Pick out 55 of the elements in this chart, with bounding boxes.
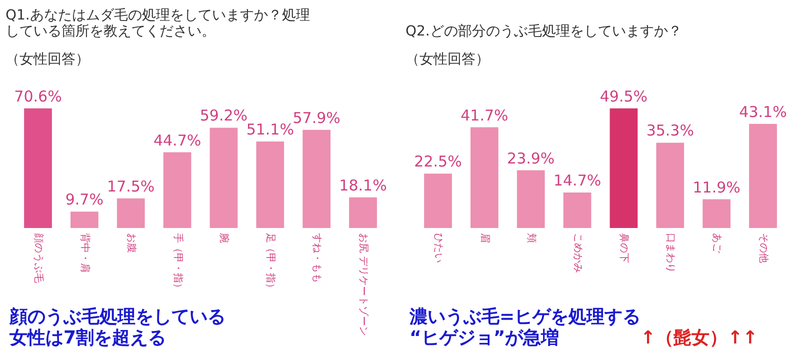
data-label: 59.2%	[200, 106, 248, 125]
bar	[24, 108, 52, 228]
x-tick-label: 口まわり	[664, 233, 676, 274]
text: 濃いうぶ毛=ヒゲを処理する“ヒゲジョ”が急増	[408, 306, 641, 348]
x-tick-label: 背中・肩	[78, 233, 91, 274]
data-label: 18.1%	[339, 176, 387, 194]
bar	[302, 130, 330, 228]
x-tick-label: こめかみ	[572, 233, 583, 274]
data-label: 35.3%	[646, 122, 694, 140]
bar	[610, 108, 638, 228]
data-label: 17.5%	[107, 177, 155, 196]
data-label: 43.1%	[739, 102, 787, 121]
x-tick-label: ひたい	[432, 233, 444, 264]
data-label: 51.1%	[246, 120, 294, 138]
x-tick-label: 顔のうぶ毛	[32, 233, 44, 284]
data-label: 9.7%	[65, 190, 104, 209]
x-tick-label: あご	[711, 233, 722, 254]
data-label: 49.5%	[600, 87, 648, 106]
bar	[349, 197, 377, 228]
data-label: 22.5%	[414, 152, 462, 171]
data-label: 70.6%	[14, 87, 62, 106]
bar	[470, 127, 498, 228]
x-tick-label: 眉	[478, 233, 490, 244]
x-tick-label: お腹	[125, 233, 138, 254]
x-tick-label: お尻 デリケートゾーン	[358, 233, 370, 336]
x-tick-label: 頬	[525, 233, 538, 244]
chart-title: Q1.あなたはムダ毛の処理をしていますか？処理している箇所を教えてください。	[6, 8, 310, 40]
bar	[749, 124, 777, 228]
x-tick-label: 手（甲・指）	[172, 233, 184, 294]
x-tick-label: 鼻の下	[618, 233, 630, 264]
chart-subtitle: （女性回答）	[6, 52, 90, 68]
bar	[424, 174, 452, 228]
data-label: 11.9%	[692, 178, 740, 196]
x-tick-label: その他	[758, 233, 770, 264]
chart-title: Q2.どの部分のうぶ毛処理をしていますか？	[406, 24, 682, 40]
bar	[70, 212, 98, 228]
x-tick-label: すね・もも	[311, 233, 322, 284]
text: 顔のうぶ毛処理をしている女性は7割を超える	[8, 306, 226, 348]
data-label: 57.9%	[292, 108, 340, 127]
bar	[563, 192, 592, 228]
bar	[656, 142, 684, 228]
text: ↑（髭女）↑↑	[640, 328, 758, 348]
data-label: 23.9%	[507, 149, 555, 168]
x-tick-label: 足（甲・指）	[264, 233, 277, 294]
bar	[116, 198, 145, 228]
x-tick-label: 腕	[218, 233, 230, 244]
data-label: 41.7%	[460, 106, 508, 124]
bar	[702, 199, 730, 228]
chart-subtitle: （女性回答）	[406, 52, 490, 68]
bar	[256, 141, 284, 228]
data-label: 14.7%	[553, 172, 602, 190]
bar	[163, 152, 192, 228]
data-label: 44.7%	[153, 131, 202, 150]
bar	[516, 170, 545, 228]
bar	[210, 128, 238, 228]
